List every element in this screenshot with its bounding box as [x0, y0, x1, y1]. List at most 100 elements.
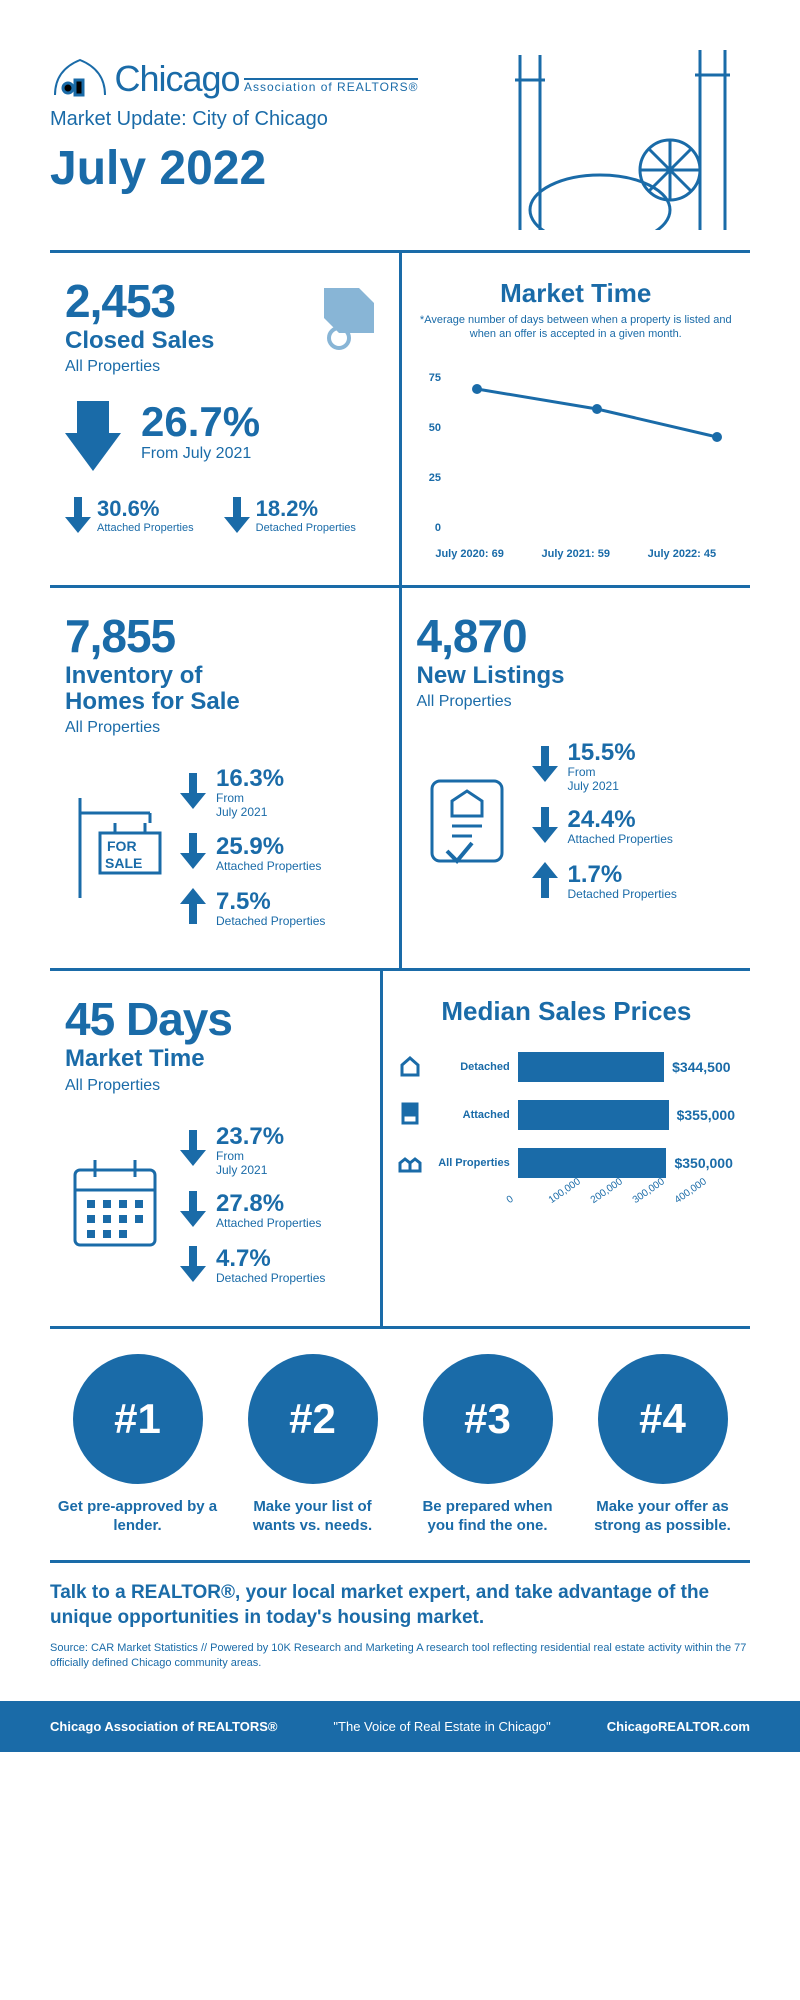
new-listings-panel: 4,870 New Listings All Properties 15.5% … [399, 588, 751, 969]
market-time-note: *Average number of days between when a p… [417, 313, 736, 342]
bar-label: All Properties [430, 1157, 510, 1169]
logo: Chicago Association of REALTORS® [50, 50, 490, 100]
stat-label: Detached Properties [568, 887, 677, 901]
days-market-title: Market Time [65, 1046, 365, 1072]
stat-label: FromJuly 2021 [568, 765, 636, 793]
source-text: Source: CAR Market Statistics // Powered… [50, 1641, 750, 1672]
up-arrow-icon [532, 862, 558, 903]
days-market-panel: 45 Days Market Time All Properties 23.7%… [50, 971, 380, 1325]
svg-text:75: 75 [428, 372, 440, 384]
stat-label: Attached Properties [568, 832, 673, 846]
chart-xlabel: July 2021: 59 [541, 548, 610, 560]
bar-value: $350,000 [674, 1155, 732, 1171]
stat-label: FromJuly 2021 [216, 1149, 284, 1177]
bar-label: Attached [430, 1109, 510, 1121]
listing-document-icon [417, 771, 517, 871]
period: July 2022 [50, 141, 490, 196]
stat-label: Attached Properties [216, 1216, 321, 1230]
stat-label: FromJuly 2021 [216, 791, 284, 819]
detached-pct: 18.2% [256, 496, 356, 522]
bar-label: Detached [430, 1061, 510, 1073]
stat-pct: 16.3% [216, 767, 284, 791]
median-prices-panel: Median Sales Prices Detached $344,500 At… [380, 971, 750, 1325]
tip-text: Get pre-approved by a lender. [58, 1498, 218, 1536]
calendar-icon [65, 1155, 165, 1255]
inventory-value: 7,855 [65, 613, 384, 659]
tip-text: Make your offer as strong as possible. [583, 1498, 743, 1536]
down-arrow-icon [180, 833, 206, 874]
attached-label: Attached Properties [97, 522, 194, 534]
skyline-icon [490, 50, 750, 230]
bar-value: $344,500 [672, 1059, 730, 1075]
footer: Chicago Association of REALTORS® "The Vo… [0, 1701, 800, 1752]
stat-pct: 1.7% [568, 863, 677, 887]
attached-pct: 30.6% [97, 496, 194, 522]
svg-text:FOR: FOR [107, 838, 137, 854]
tips-row: #1 Get pre-approved by a lender. #2 Make … [50, 1326, 750, 1561]
tip-number: #2 [248, 1354, 378, 1484]
down-arrow-icon [224, 497, 250, 533]
detached-label: Detached Properties [256, 522, 356, 534]
closed-sales-value: 2,453 [65, 278, 214, 324]
up-arrow-icon [180, 888, 206, 929]
stat-label: Attached Properties [216, 859, 321, 873]
down-arrow-icon [180, 773, 206, 814]
tip-number: #3 [423, 1354, 553, 1484]
category-icon [398, 1101, 422, 1130]
bar [518, 1100, 669, 1130]
stat-pct: 27.8% [216, 1192, 321, 1216]
stat-label: Detached Properties [216, 914, 325, 928]
cta-text: Talk to a REALTOR®, your local market ex… [50, 1560, 750, 1630]
logo-text: Chicago [114, 58, 239, 99]
closed-sales-sub: All Properties [65, 358, 214, 376]
stat-pct: 25.9% [216, 835, 321, 859]
down-arrow-icon [180, 1246, 206, 1287]
category-icon [398, 1053, 422, 1082]
down-arrow-icon [532, 746, 558, 787]
svg-text:SALE: SALE [105, 855, 142, 871]
category-icon [398, 1149, 422, 1178]
median-prices-title: Median Sales Prices [398, 996, 735, 1027]
bar [518, 1052, 664, 1082]
footer-left: Chicago Association of REALTORS® [50, 1719, 277, 1734]
header: Chicago Association of REALTORS® Market … [50, 50, 750, 230]
down-arrow-icon [180, 1130, 206, 1171]
key-tag-icon [304, 278, 384, 358]
new-listings-value: 4,870 [417, 613, 736, 659]
svg-text:50: 50 [428, 422, 440, 434]
chart-xlabel: July 2022: 45 [648, 548, 717, 560]
stat-pct: 15.5% [568, 741, 636, 765]
closed-sales-title: Closed Sales [65, 328, 214, 354]
line-chart: 0 25 50 75 [417, 357, 727, 537]
stat-pct: 23.7% [216, 1125, 284, 1149]
stat-pct: 4.7% [216, 1247, 325, 1271]
market-time-title: Market Time [417, 278, 736, 309]
for-sale-sign-icon: FORSALE [65, 798, 165, 898]
closed-sales-from: From July 2021 [141, 445, 260, 463]
tip-text: Make your list of wants vs. needs. [233, 1498, 393, 1536]
new-listings-sub: All Properties [417, 693, 736, 711]
tip-number: #1 [73, 1354, 203, 1484]
closed-sales-panel: 2,453 Closed Sales All Properties 26.7% … [50, 253, 399, 585]
bar-value: $355,000 [677, 1107, 735, 1123]
stat-pct: 24.4% [568, 808, 673, 832]
down-arrow-icon [65, 433, 121, 471]
market-time-chart-panel: Market Time *Average number of days betw… [399, 253, 751, 585]
tip-number: #4 [598, 1354, 728, 1484]
subtitle: Market Update: City of Chicago [50, 108, 490, 131]
inventory-sub: All Properties [65, 719, 384, 737]
down-arrow-icon [65, 497, 91, 533]
svg-text:25: 25 [428, 472, 440, 484]
inventory-title: Inventory of Homes for Sale [65, 663, 265, 716]
svg-text:0: 0 [434, 522, 440, 534]
days-market-value: 45 Days [65, 996, 365, 1042]
stat-label: Detached Properties [216, 1271, 325, 1285]
new-listings-title: New Listings [417, 663, 736, 689]
footer-mid: "The Voice of Real Estate in Chicago" [333, 1719, 550, 1734]
chart-xlabel: July 2020: 69 [435, 548, 504, 560]
down-arrow-icon [532, 807, 558, 848]
down-arrow-icon [180, 1191, 206, 1232]
tip-text: Be prepared when you find the one. [408, 1498, 568, 1536]
footer-right: ChicagoREALTOR.com [607, 1719, 750, 1734]
stat-pct: 7.5% [216, 890, 325, 914]
